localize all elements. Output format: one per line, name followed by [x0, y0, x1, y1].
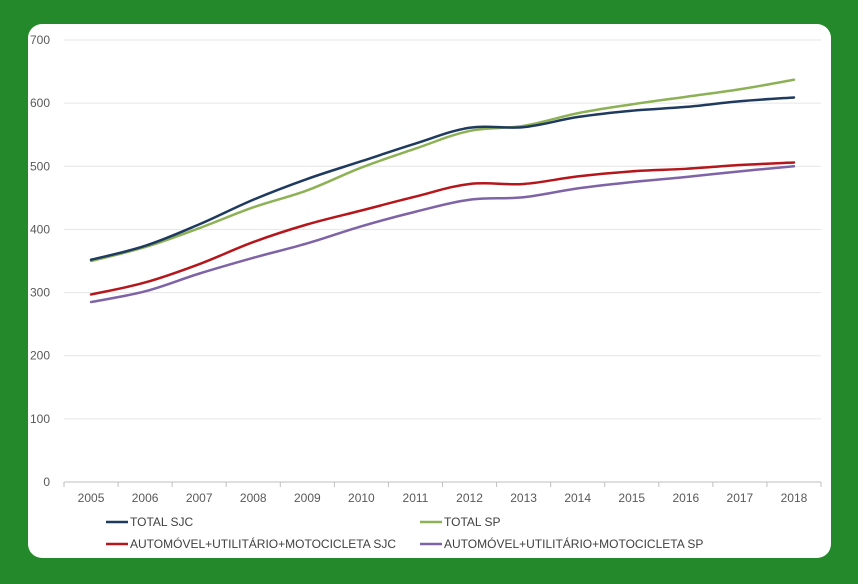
y-tick-label: 700	[30, 33, 50, 47]
chart-panel: 0 100 200 300 400 500 600 700 2005 2006 2007 2008 2…	[28, 24, 831, 558]
legend-item: AUTOMÓVEL+UTILITÁRIO+MOTOCICLETA SJC	[106, 536, 396, 551]
series-lines	[89, 78, 796, 304]
x-tick-label: 2005	[78, 491, 105, 505]
y-tick-label: 0	[43, 475, 50, 489]
y-tick-label: 600	[30, 96, 50, 110]
x-tick-label: 2017	[727, 491, 754, 505]
y-tick-label: 300	[30, 286, 50, 300]
x-tick-label: 2012	[456, 491, 483, 505]
series-line	[89, 96, 796, 261]
legend-item: TOTAL SP	[420, 515, 500, 529]
x-axis-ticks: 2005 2006 2007 2008 2009 2010 2011 2012 2013 2014…	[63, 482, 822, 505]
x-tick-label: 2013	[510, 491, 537, 505]
legend-label: AUTOMÓVEL+UTILITÁRIO+MOTOCICLETA SJC	[130, 536, 396, 551]
y-tick-label: 500	[30, 159, 50, 173]
legend: TOTAL SJC TOTAL SP AUTOMÓVEL+UTILITÁRIO+MO…	[106, 515, 703, 551]
x-tick-label: 2009	[294, 491, 321, 505]
series-line	[89, 161, 796, 296]
legend-label: TOTAL SJC	[130, 515, 193, 529]
x-tick-label: 2016	[672, 491, 699, 505]
series-line	[89, 78, 796, 263]
y-tick-label: 400	[30, 222, 50, 236]
series-line	[89, 165, 796, 304]
legend-label: AUTOMÓVEL+UTILITÁRIO+MOTOCICLETA SP	[444, 536, 703, 551]
x-tick-label: 2007	[186, 491, 213, 505]
x-tick-label: 2015	[618, 491, 645, 505]
legend-item: TOTAL SJC	[106, 515, 193, 529]
y-tick-label: 200	[30, 349, 50, 363]
x-tick-label: 2010	[348, 491, 375, 505]
y-axis-ticks: 0 100 200 300 400 500 600 700	[30, 33, 50, 489]
x-tick-label: 2018	[781, 491, 808, 505]
grid-lines	[64, 39, 821, 483]
x-tick-label: 2008	[240, 491, 267, 505]
x-tick-label: 2014	[564, 491, 591, 505]
y-tick-label: 100	[30, 412, 50, 426]
x-tick-label: 2006	[132, 491, 159, 505]
legend-label: TOTAL SP	[444, 515, 500, 529]
legend-item: AUTOMÓVEL+UTILITÁRIO+MOTOCICLETA SP	[420, 536, 703, 551]
x-tick-label: 2011	[403, 491, 429, 505]
